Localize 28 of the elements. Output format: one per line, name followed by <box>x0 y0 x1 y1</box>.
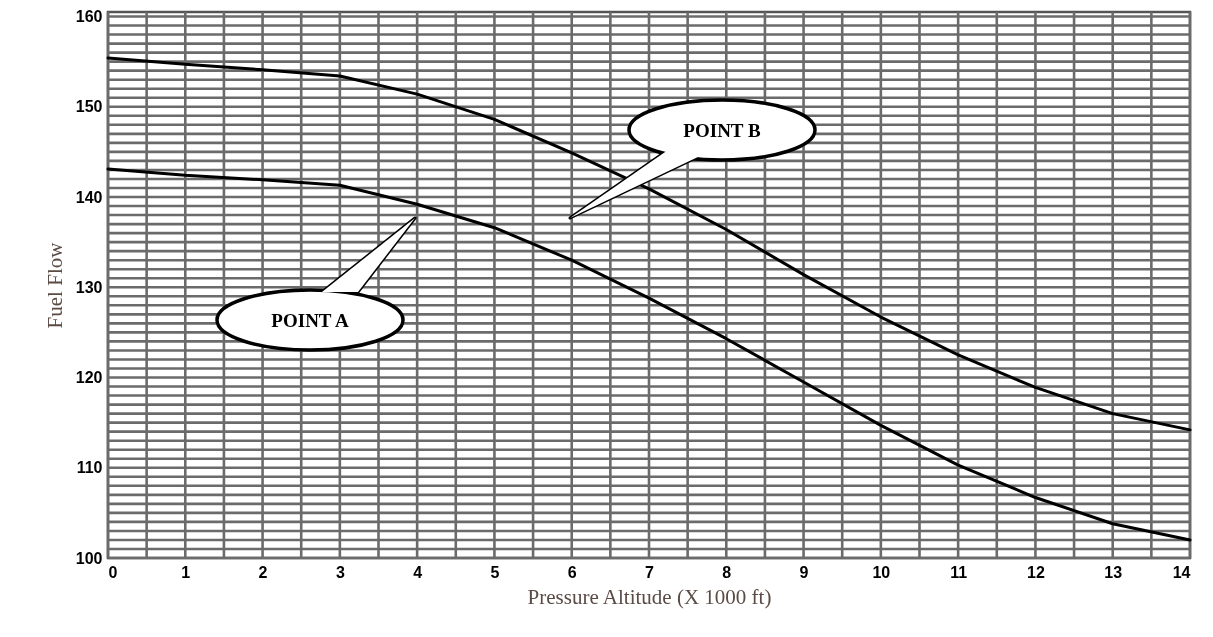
x-tick-label: 14 <box>1172 563 1191 581</box>
x-tick-label: 0 <box>108 563 118 581</box>
x-tick-label: 9 <box>799 563 809 581</box>
x-tick-label: 12 <box>1027 563 1045 581</box>
x-tick-label: 13 <box>1104 563 1123 581</box>
x-tick-label: 5 <box>490 563 500 581</box>
y-tick-label: 160 <box>75 8 103 26</box>
x-tick-label: 7 <box>645 563 655 581</box>
y-tick-label: 150 <box>75 98 103 116</box>
y-axis-title: Fuel Flow <box>42 241 67 329</box>
x-tick-label: 3 <box>335 563 345 581</box>
annotation: POINT B <box>683 119 761 141</box>
x-tick-label: 8 <box>722 563 732 581</box>
x-tick-label: 6 <box>567 563 577 581</box>
y-tick-label: 120 <box>75 369 103 386</box>
x-tick-label: 2 <box>258 563 268 581</box>
x-tick-label: 4 <box>413 563 423 581</box>
y-tick-label: 100 <box>75 549 103 567</box>
x-tick-label: 1 <box>181 563 191 581</box>
x-tick-label: 11 <box>950 563 968 581</box>
y-tick-label: 110 <box>76 459 103 477</box>
y-tick-label: 140 <box>75 188 103 206</box>
annotation: POINT A <box>271 309 349 331</box>
x-tick-label: 10 <box>872 563 891 581</box>
line-series <box>106 56 1192 432</box>
y-tick-label: 130 <box>75 278 103 296</box>
x-axis-title: Pressure Altitude (X 1000 ft) <box>527 584 772 609</box>
line-series <box>106 167 1192 542</box>
